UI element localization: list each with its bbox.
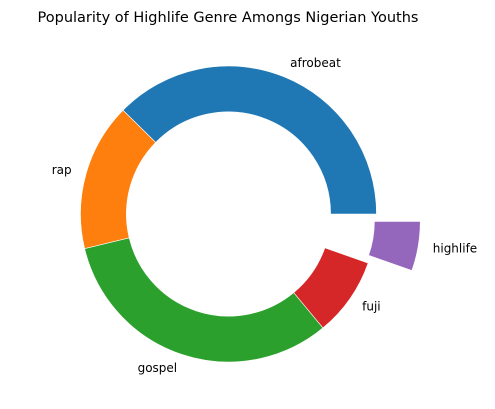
slice-label-highlife: highlife (433, 241, 477, 255)
slice-fuji (293, 247, 369, 329)
slice-label-gospel: gospel (138, 361, 178, 375)
labels-layer: afrobeat rap gospel fuji highlife (52, 56, 477, 375)
slice-afrobeat (122, 65, 377, 215)
slices-layer (80, 65, 421, 363)
chart-title: Popularity of Highlife Genre Amongs Nige… (38, 10, 419, 26)
slice-label-rap: rap (52, 163, 72, 177)
slice-gospel (84, 237, 324, 363)
slice-highlife (368, 221, 421, 271)
slice-label-afrobeat: afrobeat (290, 56, 341, 70)
slice-label-fuji: fuji (362, 300, 381, 314)
